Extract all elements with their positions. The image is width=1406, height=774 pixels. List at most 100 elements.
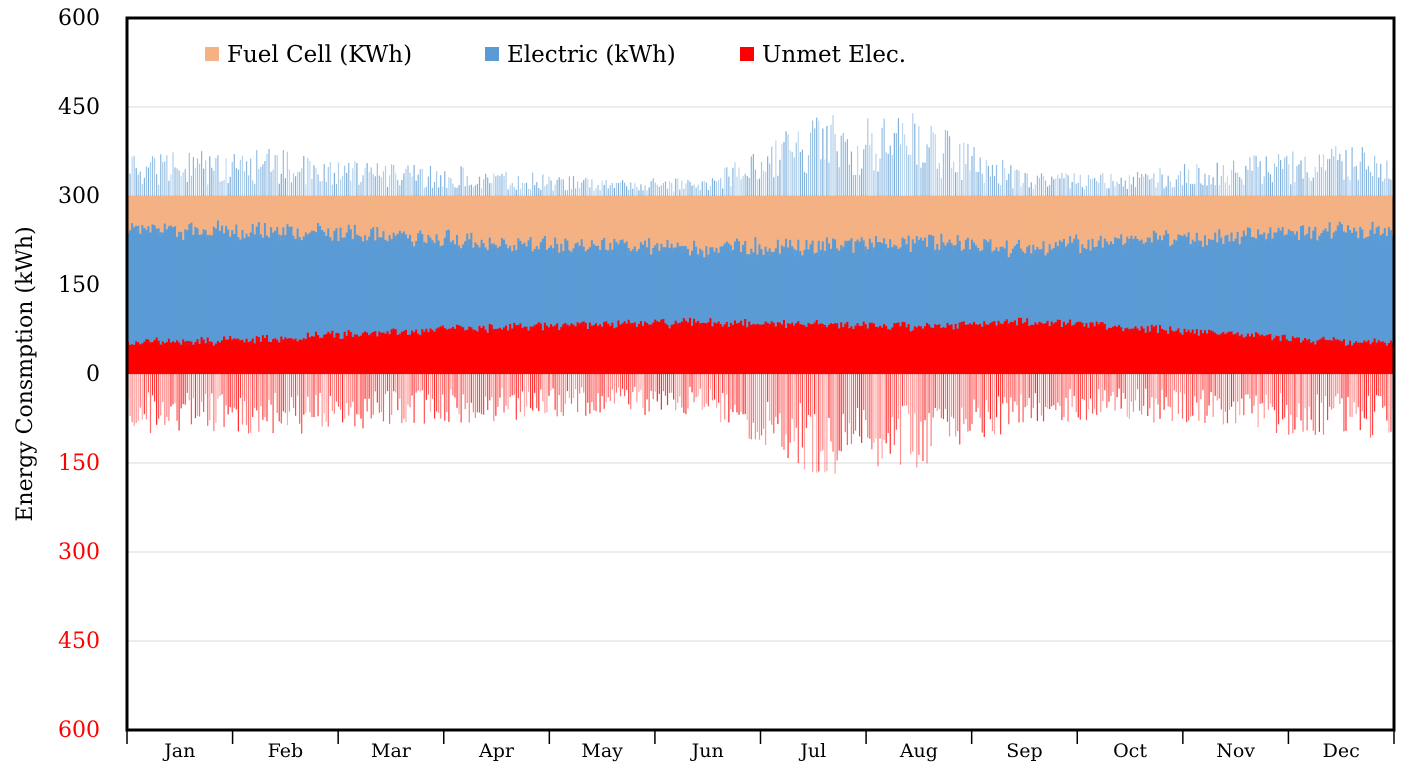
unmet-bar bbox=[1234, 333, 1238, 374]
unmet-bar bbox=[1136, 328, 1140, 374]
electric-bar bbox=[413, 246, 416, 334]
unmet-bar bbox=[137, 342, 140, 374]
unmet-bar bbox=[449, 328, 453, 374]
electric-bar bbox=[864, 246, 868, 329]
fuel-cell-bar bbox=[870, 196, 874, 249]
fuel-cell-bar bbox=[206, 196, 210, 239]
unmet-bar bbox=[979, 323, 982, 374]
fuel-cell-bar bbox=[241, 196, 245, 231]
fuel-cell-bar bbox=[668, 196, 672, 254]
electric-bar bbox=[660, 243, 664, 323]
unmet-bar bbox=[139, 344, 142, 374]
electric-bar bbox=[200, 234, 204, 341]
electric-bar bbox=[705, 246, 708, 324]
unmet-bar bbox=[727, 326, 731, 374]
unmet-bar bbox=[684, 320, 688, 374]
fuel-cell-bar bbox=[711, 196, 715, 253]
fuel-cell-bar bbox=[1187, 196, 1191, 234]
fuel-cell-bar bbox=[646, 196, 649, 250]
electric-bar bbox=[321, 230, 324, 340]
fuel-cell-bar bbox=[480, 196, 484, 244]
fuel-cell-bar bbox=[519, 196, 523, 242]
electric-bar bbox=[823, 250, 827, 328]
unmet-bar bbox=[1103, 323, 1107, 374]
electric-bar bbox=[727, 243, 731, 328]
unmet-bar bbox=[500, 329, 504, 374]
electric-bar bbox=[829, 248, 833, 328]
unmet-bar bbox=[1183, 328, 1187, 374]
x-tick-label: Jul bbox=[798, 740, 826, 762]
fuel-cell-bar bbox=[1122, 196, 1125, 251]
electric-bar bbox=[529, 237, 533, 330]
fuel-cell-bar bbox=[390, 196, 394, 243]
fuel-cell-bar bbox=[1138, 196, 1142, 247]
electric-bar bbox=[1163, 235, 1166, 333]
electric-bar bbox=[427, 234, 431, 333]
unmet-bar bbox=[819, 323, 823, 374]
electric-bar bbox=[1148, 237, 1152, 334]
unmet-bar bbox=[421, 329, 424, 374]
fuel-cell-bar bbox=[409, 196, 412, 240]
unmet-bar bbox=[488, 323, 492, 374]
electric-bar bbox=[355, 234, 359, 340]
fuel-cell-bar bbox=[186, 196, 189, 235]
fuel-cell-bar bbox=[245, 196, 249, 238]
unmet-bar bbox=[797, 321, 800, 374]
fuel-cell-bar bbox=[1344, 196, 1348, 236]
electric-bar bbox=[970, 239, 974, 327]
electric-bar bbox=[623, 243, 627, 324]
unmet-bar bbox=[991, 321, 995, 374]
electric-bar bbox=[462, 244, 465, 330]
electric-bar bbox=[621, 239, 625, 324]
fuel-cell-bar bbox=[672, 196, 676, 255]
fuel-cell-bar bbox=[1234, 196, 1238, 243]
fuel-cell-bar bbox=[347, 196, 351, 231]
fuel-cell-bar bbox=[1081, 196, 1084, 246]
electric-bar bbox=[1240, 236, 1244, 339]
fuel-cell-bar bbox=[498, 196, 502, 249]
unmet-bar bbox=[464, 330, 467, 374]
fuel-cell-bar bbox=[500, 196, 504, 245]
fuel-cell-bar bbox=[834, 196, 837, 243]
fuel-cell-bar bbox=[613, 196, 617, 245]
electric-bar bbox=[1028, 245, 1031, 327]
fuel-cell-bar bbox=[864, 196, 868, 253]
fuel-cell-bar bbox=[619, 196, 623, 244]
unmet-bar bbox=[357, 336, 361, 374]
unmet-bar bbox=[1346, 344, 1350, 374]
electric-bar bbox=[411, 241, 414, 333]
electric-bar bbox=[345, 232, 349, 338]
fuel-cell-bar bbox=[1152, 196, 1156, 236]
fuel-cell-bar bbox=[169, 196, 173, 229]
electric-bar bbox=[1220, 237, 1223, 336]
fuel-cell-bar bbox=[1009, 196, 1013, 258]
electric-bar bbox=[793, 248, 796, 328]
unmet-bar bbox=[525, 326, 529, 374]
electric-bar bbox=[1324, 228, 1328, 345]
fuel-cell-bar bbox=[1036, 196, 1040, 249]
electric-bar bbox=[157, 228, 161, 344]
electric-bar bbox=[754, 237, 758, 328]
electric-bar bbox=[588, 247, 592, 328]
unmet-bar bbox=[265, 334, 269, 374]
fuel-cell-bar bbox=[903, 196, 907, 246]
unmet-bar bbox=[400, 331, 404, 374]
electric-bar bbox=[1142, 243, 1146, 330]
fuel-cell-bar bbox=[887, 196, 890, 251]
unmet-bar bbox=[876, 327, 880, 374]
unmet-bar bbox=[639, 321, 643, 374]
unmet-bar bbox=[926, 322, 929, 374]
electric-bar bbox=[713, 251, 717, 326]
unmet-bar bbox=[1281, 335, 1285, 374]
electric-bar bbox=[447, 229, 451, 329]
electric-bar bbox=[764, 246, 768, 325]
fuel-cell-bar bbox=[429, 196, 433, 243]
unmet-bar bbox=[919, 326, 923, 374]
fuel-cell-bar bbox=[876, 196, 880, 244]
unmet-bar bbox=[874, 326, 878, 374]
electric-bar bbox=[1328, 222, 1332, 344]
fuel-cell-bar bbox=[1097, 196, 1101, 245]
fuel-cell-bar bbox=[1367, 196, 1371, 241]
unmet-bar bbox=[1244, 336, 1248, 374]
electric-bar bbox=[537, 249, 541, 327]
